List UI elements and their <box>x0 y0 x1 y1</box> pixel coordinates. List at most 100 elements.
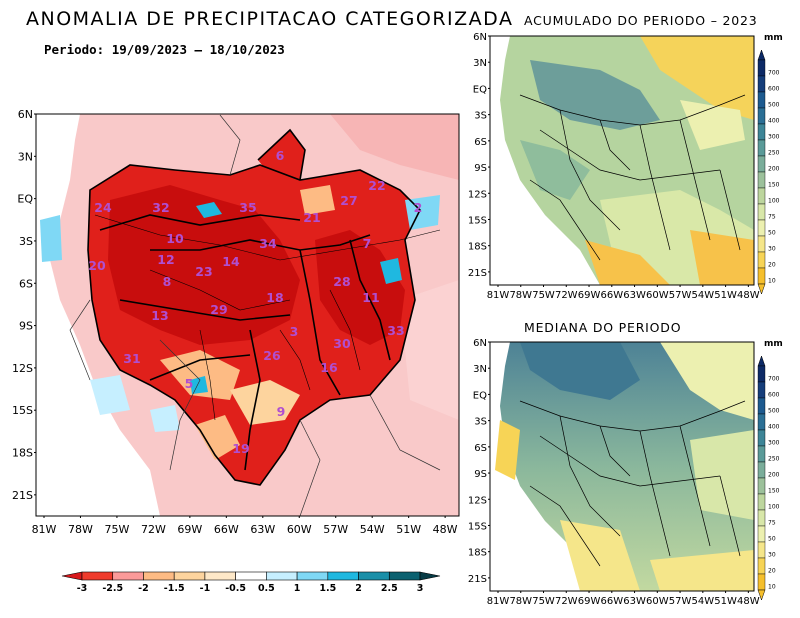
acumulado-lon-label: 81W <box>487 290 510 301</box>
acumulado-mm-unit: mm <box>764 33 783 43</box>
colorbar-cell <box>81 571 114 581</box>
mediana-lon-label: 75W <box>532 596 555 607</box>
colorbar-tick-label: -2 <box>138 583 149 594</box>
mm-colorbar-cell <box>757 365 766 383</box>
basin-number-label: 9 <box>277 404 286 419</box>
main-lon-label: 78W <box>68 523 93 536</box>
mediana-lon-label: 78W <box>509 596 532 607</box>
mediana-lon-label: 81W <box>487 596 510 607</box>
basin-number-label: 34 <box>259 236 277 251</box>
mm-colorbar-tick-label: 20 <box>768 567 776 574</box>
colorbar-tick-label: 2.5 <box>381 583 398 594</box>
acumulado-lon-label: 63W <box>623 290 646 301</box>
mediana-lon-label: 51W <box>714 596 737 607</box>
mm-colorbar-cell <box>757 493 766 511</box>
colorbar-cell <box>112 571 144 581</box>
mm-colorbar-tick-label: 30 <box>768 245 776 252</box>
colorbar-tick-label: -1.5 <box>164 583 185 594</box>
basin-number-label: 21 <box>303 210 320 225</box>
basin-number-label: 11 <box>362 290 379 305</box>
acumulado-lon-label: 60W <box>646 290 669 301</box>
colorbar-cell <box>173 571 206 581</box>
mm-colorbar-tick-label: 700 <box>768 69 780 76</box>
mediana-lon-label: 72W <box>555 596 578 607</box>
acumulado-lat-label: 6N <box>473 32 487 43</box>
basin-number-label: 26 <box>263 348 281 363</box>
main-lon-label: 72W <box>141 523 166 536</box>
basin-number-label: 8 <box>163 274 172 289</box>
anomaly-colorbar: -3 -2.5 -2 -1.5 -1 -0.5 0.5 1 1.5 2 2.5 3 <box>61 571 441 594</box>
mediana-lat-label: 6S <box>474 443 487 454</box>
main-lat-label: 21S <box>12 489 33 502</box>
main-lon-label: 57W <box>323 523 348 536</box>
colorbar-tick-label: -3 <box>77 583 88 594</box>
basin-number-label: 16 <box>320 360 338 375</box>
main-lon-label: 60W <box>287 523 312 536</box>
mm-colorbar-tick-label: 75 <box>768 519 776 526</box>
colorbar-tick-label: 3 <box>417 583 424 594</box>
colorbar-tick-label: -0.5 <box>225 583 246 594</box>
mediana-lat-label: 12S <box>468 495 487 506</box>
mm-colorbar-cell <box>757 573 766 591</box>
colorbar-cell <box>266 571 298 581</box>
main-lon-label: 48W <box>433 523 458 536</box>
mm-colorbar-cell <box>757 283 766 295</box>
acumulado-lon-label: 48W <box>737 290 760 301</box>
acumulado-lat-label: 9S <box>474 163 487 174</box>
mediana-lat-label: 15S <box>468 521 487 532</box>
mm-colorbar-cell <box>757 203 766 221</box>
acumulado-lon-label: 78W <box>509 290 532 301</box>
basin-number-label: 13 <box>151 308 168 323</box>
mediana-lat-label: 6N <box>473 338 487 349</box>
main-lat-label: 3N <box>18 150 33 163</box>
mm-colorbar-tick-label: 75 <box>768 213 776 220</box>
mm-colorbar-cell <box>757 589 766 601</box>
mediana-lon-label: 54W <box>692 596 715 607</box>
colorbar-tick-label: -1 <box>200 583 211 594</box>
basin-number-label: 23 <box>195 264 212 279</box>
mediana-lat-label: 3N <box>473 364 487 375</box>
acumulado-lat-label: 15S <box>468 215 487 226</box>
mediana-map: 6N 3N EQ 3S 6S 9S 12S 15S 18S 21S 81W 78W 75W 72W 69W… <box>468 338 760 607</box>
mm-colorbar-cell <box>757 59 766 77</box>
acumulado-lon-label: 51W <box>714 290 737 301</box>
main-lat-label: 6S <box>19 277 33 290</box>
acumulado-lon-label: 69W <box>578 290 601 301</box>
mm-colorbar-tick-label: 200 <box>768 165 780 172</box>
mm-colorbar-tick-label: 10 <box>768 583 776 590</box>
mediana-map-title: MEDIANA DO PERIODO <box>524 320 682 335</box>
basin-number-label: 31 <box>123 351 140 366</box>
mm-colorbar-tick-label: 500 <box>768 101 780 108</box>
basin-number-label: 20 <box>88 258 106 273</box>
mm-colorbar-cell <box>757 397 766 415</box>
mm-colorbar-cell <box>757 91 766 109</box>
mm-colorbar-cell <box>757 429 766 447</box>
mm-colorbar-cell <box>757 235 766 253</box>
main-lon-label: 69W <box>177 523 202 536</box>
mediana-lon-label: 66W <box>600 596 623 607</box>
basin-number-label: 5 <box>185 376 194 391</box>
acumulado-lon-label: 54W <box>692 290 715 301</box>
basin-number-label: 6 <box>276 148 285 163</box>
main-lon-label: 81W <box>32 523 57 536</box>
mm-colorbar-tick-label: 100 <box>768 503 780 510</box>
mm-colorbar-tick-label: 250 <box>768 455 780 462</box>
mm-colorbar-tick-label: 400 <box>768 117 780 124</box>
acumulado-map: 6N 3N EQ 3S 6S 9S 12S 15S 18S 21S 81W 78W 75W 72W 69W… <box>468 32 760 301</box>
basin-number-label: 33 <box>387 323 404 338</box>
mm-colorbar-cell <box>757 477 766 495</box>
mm-colorbar-tick-label: 300 <box>768 439 780 446</box>
basin-number-label: 28 <box>333 274 350 289</box>
mm-colorbar-tick-label: 200 <box>768 471 780 478</box>
mediana-lon-label: 48W <box>737 596 760 607</box>
main-lat-label: 9S <box>19 320 33 333</box>
mm-colorbar-tick-label: 600 <box>768 85 780 92</box>
mediana-lat-label: 9S <box>474 469 487 480</box>
mm-colorbar-cell <box>757 381 766 399</box>
colorbar-tick-label: 2 <box>355 583 362 594</box>
mediana-lon-label: 60W <box>646 596 669 607</box>
colorbar-cell <box>204 571 236 581</box>
acumulado-lon-label: 57W <box>669 290 692 301</box>
basin-number-label: 35 <box>239 200 256 215</box>
